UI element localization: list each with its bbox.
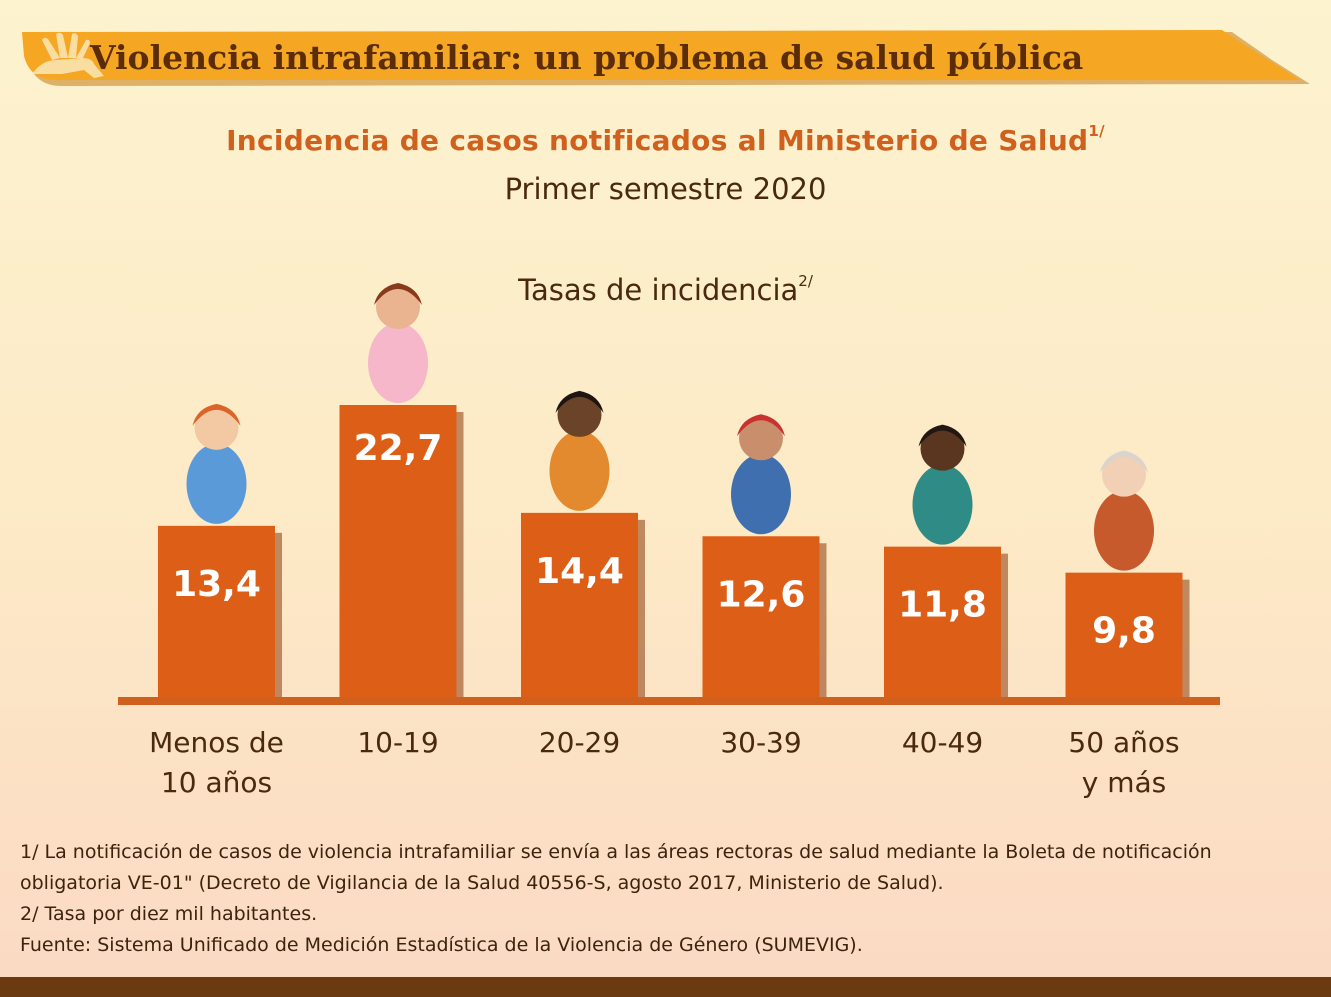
- figure-hair: [192, 403, 241, 426]
- value-label: 11,8: [898, 585, 987, 626]
- page-title: Violencia intrafamiliar: un problema de …: [90, 38, 1084, 77]
- category-label: Menos de: [149, 726, 284, 759]
- figure-body: [912, 464, 973, 545]
- figure-body: [186, 443, 247, 524]
- ylabel-footnote-mark: 2/: [798, 272, 813, 290]
- chart-subtitle: Primer semestre 2020: [504, 172, 827, 206]
- figure-hair: [737, 414, 785, 437]
- figure-body: [1094, 490, 1154, 571]
- chart-ylabel: Tasas de incidencia2/: [518, 272, 813, 307]
- bar: [339, 405, 457, 700]
- bar: [702, 536, 820, 700]
- figure-head: [194, 405, 239, 450]
- figure-head: [557, 392, 602, 437]
- bar: [1065, 572, 1183, 700]
- value-label: 22,7: [354, 428, 443, 469]
- figure-body: [368, 323, 428, 403]
- figure-hair: [918, 424, 967, 447]
- source-note: Fuente: Sistema Unificado de Medición Es…: [20, 934, 863, 956]
- figure-hair: [555, 390, 604, 413]
- figure-head: [739, 416, 783, 461]
- footnote-1-line-2: obligatoria VE-01" (Decreto de Vigilanci…: [20, 872, 944, 894]
- chart-title: Incidencia de casos notificados al Minis…: [226, 122, 1105, 157]
- bar-chart: 13,4 Menos de 10 años 22,7 10-19 14,4 20-29 12,…: [118, 283, 1220, 799]
- value-label: 14,4: [535, 551, 624, 592]
- figure-body: [731, 454, 791, 535]
- figure-body: [549, 430, 610, 511]
- category-label: 10 años: [161, 766, 272, 799]
- baseline: [118, 697, 1220, 705]
- category-label: 20-29: [539, 726, 620, 759]
- category-label: 50 años: [1068, 726, 1179, 759]
- category-label: 10-19: [357, 726, 438, 759]
- figure-hair: [374, 283, 422, 305]
- bottom-bar: [0, 977, 1331, 997]
- figure-head: [376, 285, 420, 329]
- category-label: y más: [1082, 766, 1167, 799]
- hand-icon: [32, 32, 104, 78]
- figure-hair: [1100, 450, 1148, 473]
- figure-head: [1102, 452, 1146, 497]
- footnote-2: 2/ Tasa por diez mil habitantes.: [20, 903, 318, 925]
- bar: [158, 525, 275, 700]
- value-label: 13,4: [172, 564, 261, 605]
- value-label: 9,8: [1092, 611, 1156, 652]
- category-label: 30-39: [720, 726, 801, 759]
- title-footnote-mark: 1/: [1088, 122, 1105, 140]
- figure-head: [920, 426, 965, 471]
- bar: [884, 546, 1001, 700]
- bar: [521, 512, 638, 700]
- title-banner: Violencia intrafamiliar: un problema de …: [22, 30, 1310, 86]
- value-label: 12,6: [717, 574, 806, 615]
- banner-shape: [22, 30, 1310, 86]
- footnote-1-line-1: 1/ La notificación de casos de violencia…: [20, 841, 1212, 863]
- category-label: 40-49: [902, 726, 983, 759]
